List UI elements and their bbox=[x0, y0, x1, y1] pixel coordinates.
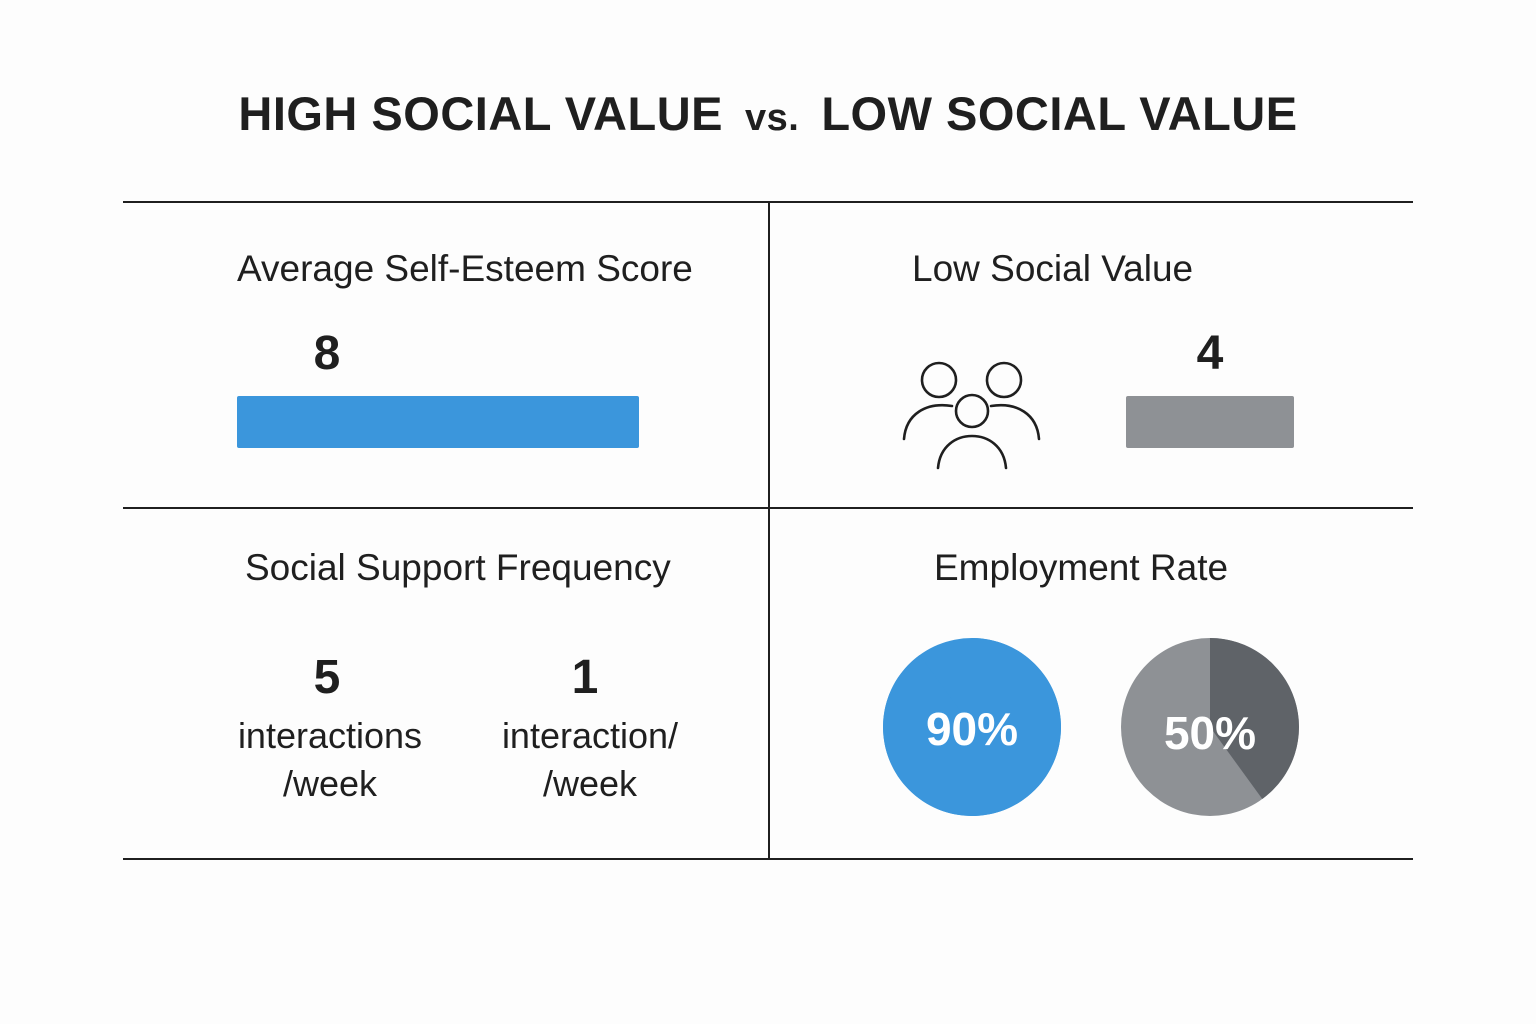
chart-title: HIGH SOCIAL VALUE vs. LOW SOCIAL VALUE bbox=[0, 86, 1536, 141]
self-esteem-low-value: 4 bbox=[1196, 327, 1224, 380]
title-low: LOW SOCIAL VALUE bbox=[821, 87, 1298, 140]
support-high-unit-line1: interactions bbox=[237, 715, 423, 756]
support-low-unit-line1: interaction/ bbox=[501, 715, 679, 756]
support-high-unit: interactions /week bbox=[210, 712, 450, 808]
low-social-value-title: Low Social Value bbox=[912, 248, 1194, 289]
support-high-unit-line2: /week bbox=[282, 763, 378, 804]
grid-line-top bbox=[123, 201, 1413, 203]
self-esteem-low-bar bbox=[1126, 396, 1294, 448]
employment-high-label: 90% bbox=[926, 703, 1018, 755]
title-high: HIGH SOCIAL VALUE bbox=[238, 87, 724, 140]
support-low-unit: interaction/ /week bbox=[470, 712, 710, 808]
grid-line-vertical bbox=[768, 203, 770, 860]
title-vs: vs. bbox=[745, 97, 800, 139]
group-of-people-icon bbox=[902, 361, 1041, 470]
self-esteem-high-bar bbox=[237, 396, 639, 448]
employment-low-label: 50% bbox=[1164, 707, 1256, 759]
support-low-value: 1 bbox=[571, 651, 599, 704]
self-esteem-high-value: 8 bbox=[313, 327, 341, 380]
employment-title: Employment Rate bbox=[934, 547, 1229, 588]
employment-high-pie: 90% bbox=[883, 638, 1062, 816]
employment-low-pie-slice bbox=[1210, 638, 1299, 799]
self-esteem-title: Average Self-Esteem Score bbox=[237, 248, 693, 289]
social-support-title: Social Support Frequency bbox=[245, 547, 671, 588]
support-low-unit-line2: /week bbox=[542, 763, 638, 804]
employment-high-pie-slice bbox=[883, 638, 1062, 816]
support-high-value: 5 bbox=[313, 651, 341, 704]
employment-low-pie: 50% bbox=[1121, 638, 1299, 816]
